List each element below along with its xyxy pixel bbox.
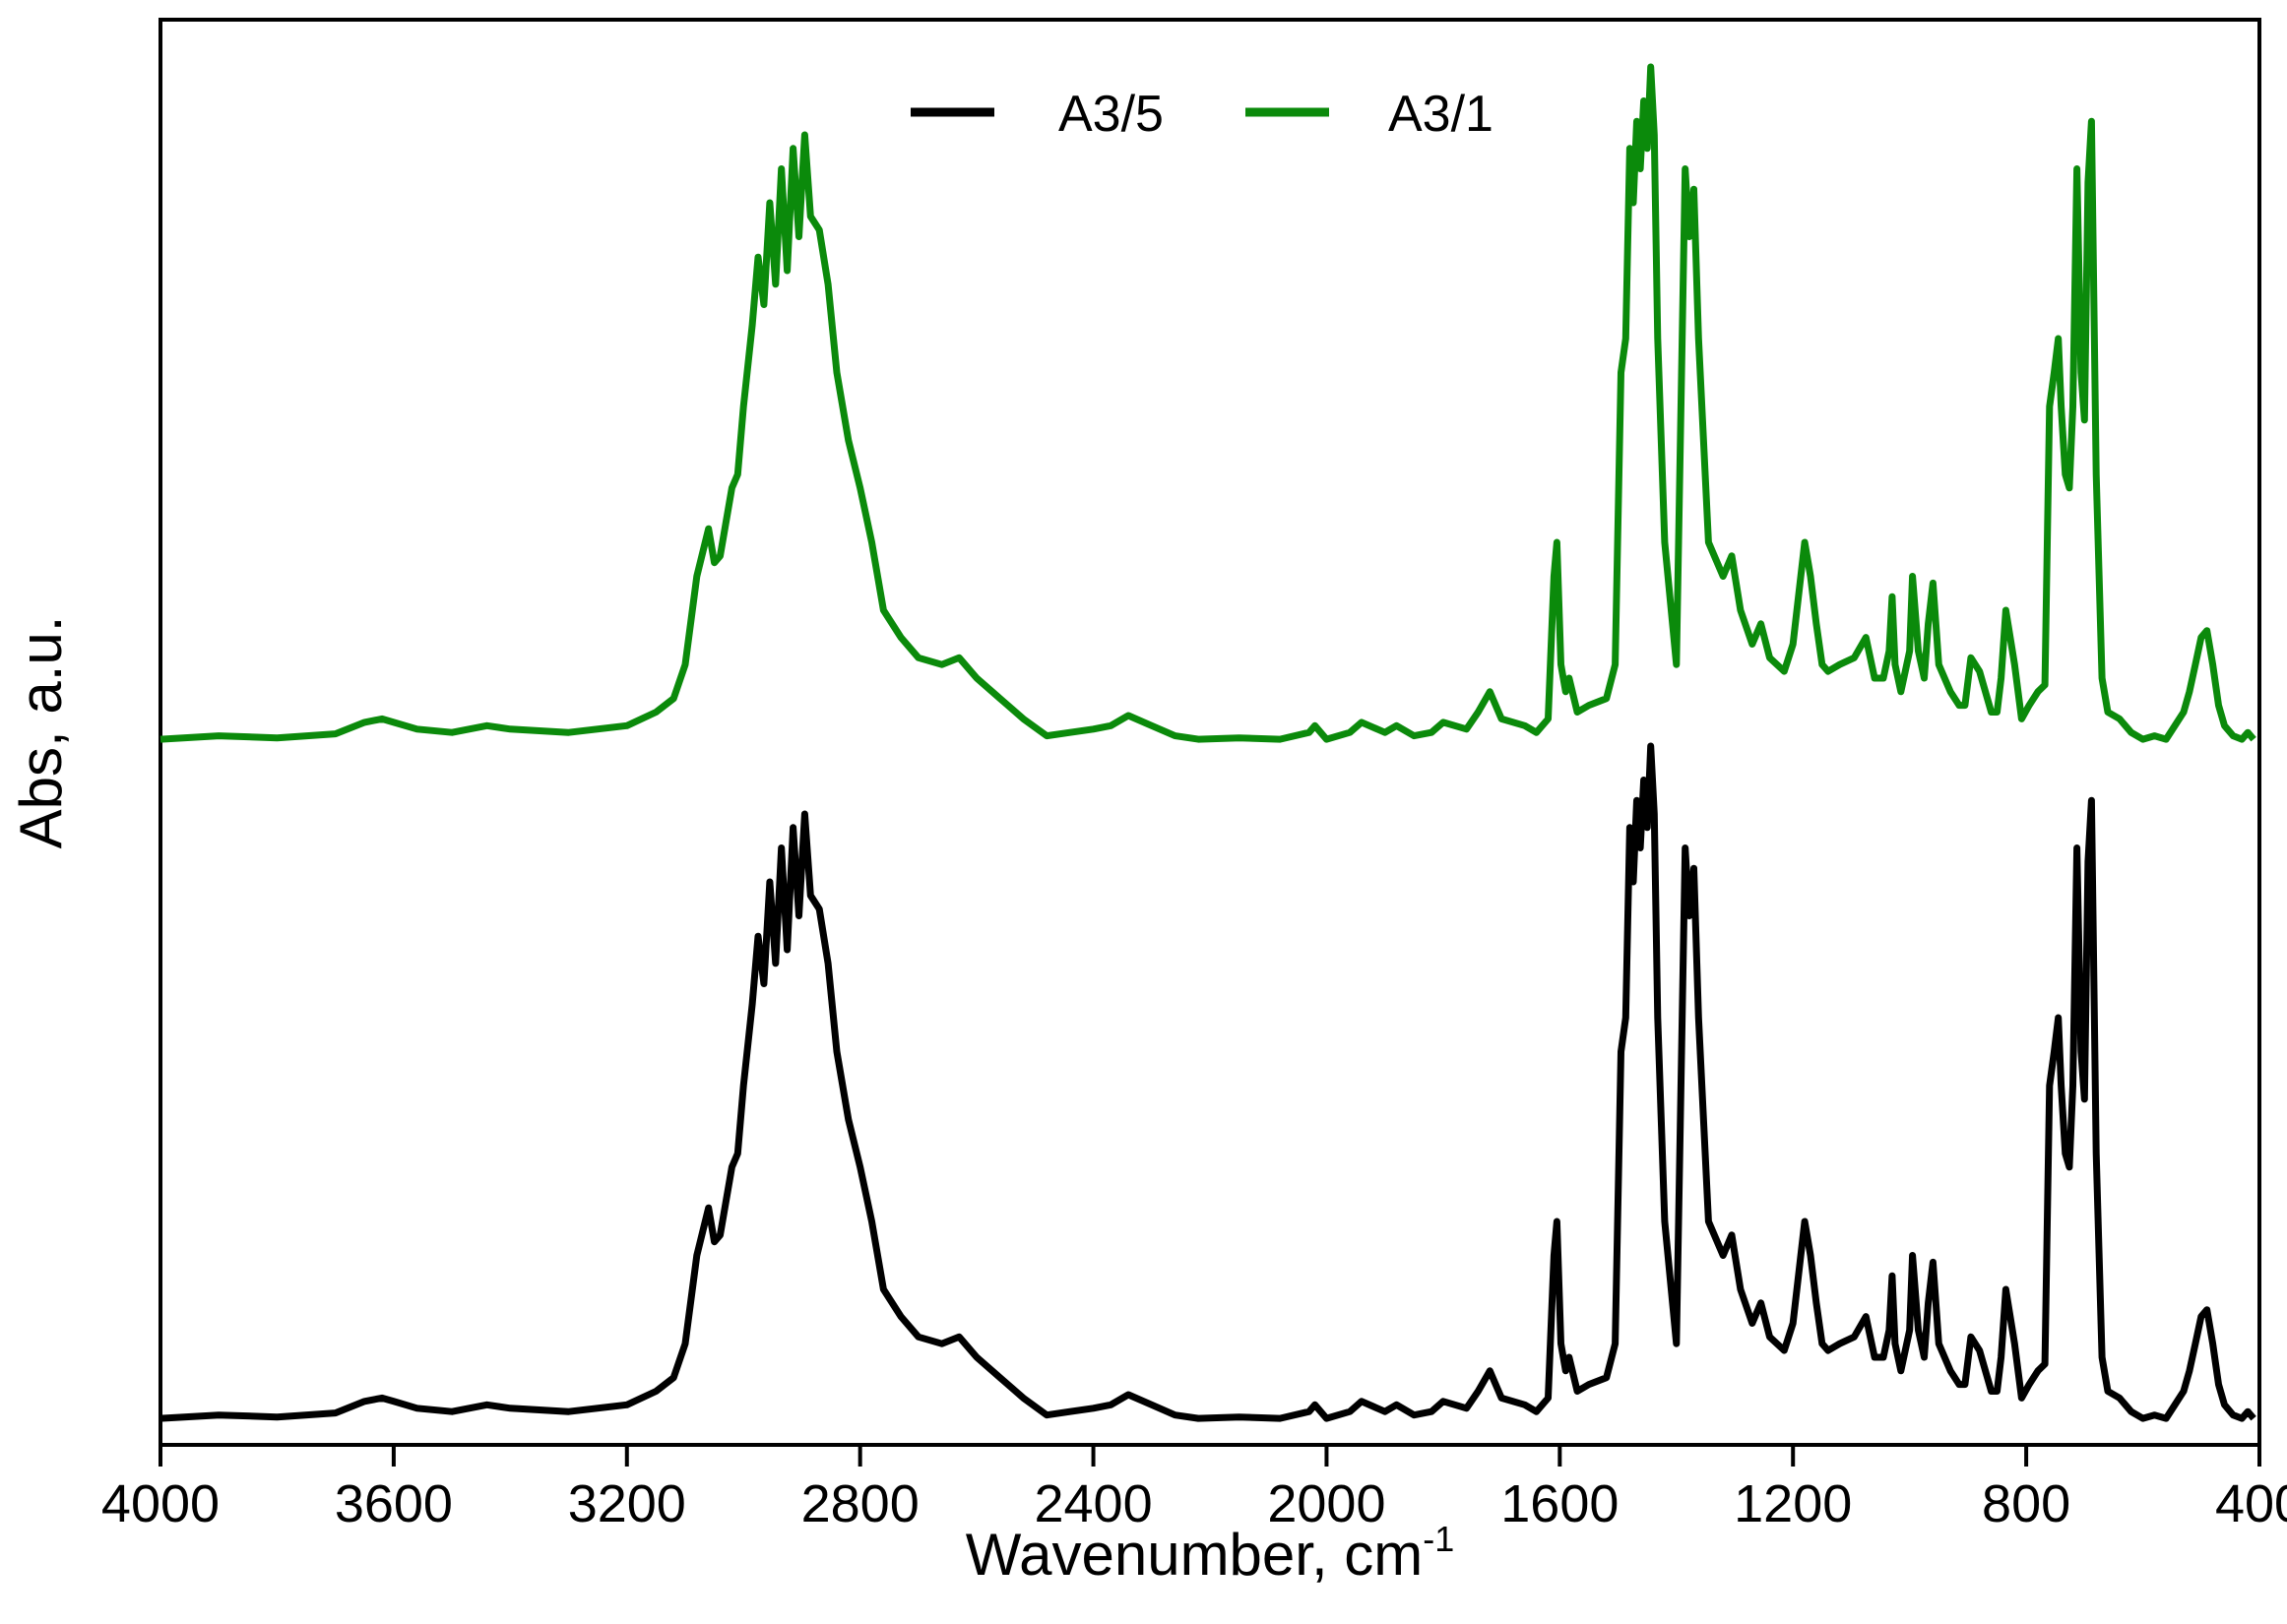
x-tick-label-3200: 3200 (568, 1474, 686, 1533)
x-axis-title-text: Wavenumber, cm (966, 1522, 1424, 1588)
series-line-a3-1 (159, 63, 2256, 743)
plot-frame (159, 18, 2261, 1447)
series-layer (159, 63, 2256, 1422)
x-tick-label-2800: 2800 (801, 1474, 920, 1533)
series-line-a3-5 (159, 742, 2256, 1422)
legend: A3/5 A3/1 (911, 86, 1493, 143)
legend-label-a3-1: A3/1 (1388, 86, 1493, 143)
x-tick-label-800: 800 (1982, 1474, 2070, 1533)
x-tick-label-400: 400 (2215, 1474, 2287, 1533)
x-tick-label-2400: 2400 (1034, 1474, 1152, 1533)
x-tick-label-4000: 4000 (101, 1474, 220, 1533)
x-axis: 4000 3600 3200 2800 2400 2000 1600 1200 800 400 (101, 1445, 2287, 1533)
x-tick-label-1600: 1600 (1500, 1474, 1619, 1533)
x-axis-title: Wavenumber, cm-1 (966, 1519, 1455, 1588)
legend-label-a3-5: A3/5 (1058, 86, 1164, 143)
x-tick-label-3600: 3600 (335, 1474, 453, 1533)
x-axis-title-superscript: -1 (1423, 1519, 1454, 1559)
x-tick-label-2000: 2000 (1267, 1474, 1385, 1533)
x-tick-label-1200: 1200 (1734, 1474, 1852, 1533)
y-axis-title: Abs, a.u. (8, 616, 74, 849)
